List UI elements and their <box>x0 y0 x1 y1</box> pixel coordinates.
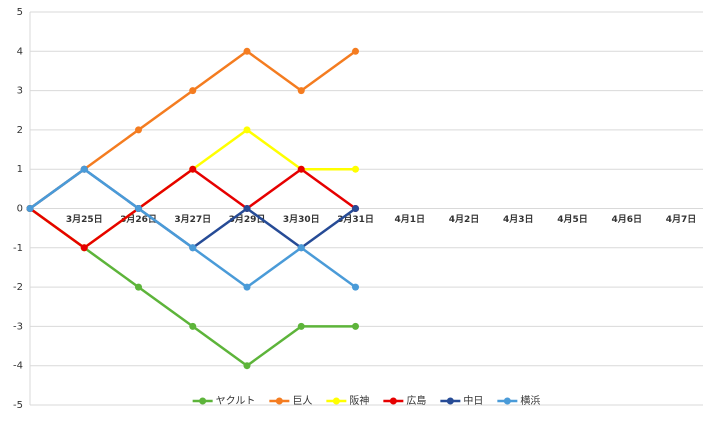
legend-dot <box>199 397 207 405</box>
x-tick-label: 3月26日 <box>120 214 157 225</box>
series-point <box>189 244 197 252</box>
series-line <box>29 128 356 250</box>
legend-label: 巨人 <box>292 395 312 407</box>
series-point <box>80 165 88 173</box>
y-tick-label: -3 <box>13 321 23 332</box>
series-point <box>135 126 142 134</box>
legend-label: 広島 <box>406 394 426 407</box>
y-tick-label: -4 <box>13 361 23 372</box>
series-point <box>297 165 305 173</box>
series-point <box>352 322 359 330</box>
y-tick-label: 4 <box>17 46 23 57</box>
x-tick-label: 3月27日 <box>174 214 211 225</box>
series-point <box>243 47 251 55</box>
series-point <box>80 244 88 252</box>
y-tick-label: -5 <box>13 400 23 411</box>
x-tick-label: 4月2日 <box>449 214 480 225</box>
x-tick-label: 4月6日 <box>611 214 642 225</box>
series-point <box>297 87 305 95</box>
legend-label: 阪神 <box>349 394 369 407</box>
series-point <box>352 165 359 173</box>
legend: ヤクルト 巨人 阪神 広島 中日 横浜 <box>192 394 540 407</box>
series-point <box>352 47 359 55</box>
legend-dot <box>446 397 454 405</box>
series-point <box>243 205 251 212</box>
series-point <box>189 322 197 330</box>
x-tick-label: 4月3日 <box>503 214 534 225</box>
series-point <box>26 205 34 212</box>
series-point <box>243 126 251 134</box>
series-point <box>135 205 142 212</box>
y-tick-label: 5 <box>17 7 23 18</box>
x-tick-label: 3月30日 <box>283 214 320 225</box>
y-tick-label: 2 <box>17 125 23 136</box>
series-point <box>297 244 305 252</box>
x-tick-label: 3月31日 <box>337 214 374 225</box>
legend-label: ヤクルト <box>216 395 256 407</box>
y-tick-label: 0 <box>17 204 23 215</box>
x-tick-label: 4月1日 <box>394 214 425 225</box>
legend-label: 中日 <box>463 394 483 407</box>
x-tick-label: 4月5日 <box>557 214 588 225</box>
series-point <box>297 322 305 330</box>
series-point <box>189 87 197 95</box>
series-point <box>352 283 359 291</box>
series-line <box>29 167 357 289</box>
y-tick-label: -2 <box>13 282 23 293</box>
y-tick-label: 1 <box>17 164 23 175</box>
legend-label: 横浜 <box>520 394 540 407</box>
x-tick-label: 3月25日 <box>66 214 103 225</box>
legend-dot <box>275 397 283 405</box>
series-point <box>189 165 197 173</box>
series-point <box>243 362 251 370</box>
series-point <box>243 283 251 291</box>
y-tick-label: 3 <box>17 86 23 97</box>
legend-dot <box>389 397 397 405</box>
series-point <box>135 283 142 291</box>
legend-dot <box>332 397 340 405</box>
series-point <box>352 205 359 212</box>
y-tick-label: -1 <box>13 243 23 254</box>
x-tick-label: 4月7日 <box>666 214 697 225</box>
x-tick-label: 3月29日 <box>229 214 266 225</box>
legend-dot <box>503 397 511 405</box>
